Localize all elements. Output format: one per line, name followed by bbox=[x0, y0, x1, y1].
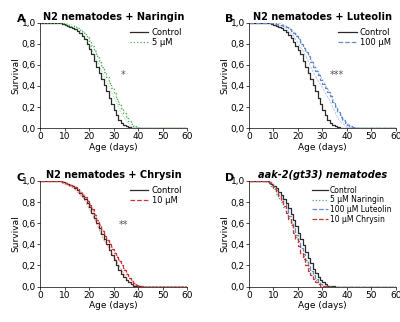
Title: N2 nematodes + Chrysin: N2 nematodes + Chrysin bbox=[46, 170, 181, 180]
Y-axis label: Survival: Survival bbox=[220, 215, 229, 252]
Title: aak-2(gt33) nematodes: aak-2(gt33) nematodes bbox=[258, 170, 387, 180]
Text: **: ** bbox=[119, 220, 128, 230]
X-axis label: Age (days): Age (days) bbox=[298, 301, 347, 310]
Legend: Control, 5 μM Naringin, 100 μM Luteolin, 10 μM Chrysin: Control, 5 μM Naringin, 100 μM Luteolin,… bbox=[312, 185, 392, 225]
Y-axis label: Survival: Survival bbox=[11, 215, 20, 252]
Y-axis label: Survival: Survival bbox=[11, 57, 20, 94]
Text: D: D bbox=[225, 173, 235, 183]
X-axis label: Age (days): Age (days) bbox=[298, 143, 347, 152]
Text: A: A bbox=[16, 14, 25, 24]
Text: *: * bbox=[121, 70, 126, 80]
Legend: Control, 5 μM: Control, 5 μM bbox=[129, 27, 183, 48]
Title: N2 nematodes + Luteolin: N2 nematodes + Luteolin bbox=[253, 12, 392, 22]
Text: ***: *** bbox=[330, 70, 344, 80]
Legend: Control, 100 μM: Control, 100 μM bbox=[338, 27, 392, 48]
Legend: Control, 10 μM: Control, 10 μM bbox=[129, 185, 183, 206]
X-axis label: Age (days): Age (days) bbox=[89, 301, 138, 310]
Text: B: B bbox=[225, 14, 234, 24]
Text: C: C bbox=[16, 173, 24, 183]
X-axis label: Age (days): Age (days) bbox=[89, 143, 138, 152]
Y-axis label: Survival: Survival bbox=[220, 57, 229, 94]
Title: N2 nematodes + Naringin: N2 nematodes + Naringin bbox=[43, 12, 184, 22]
